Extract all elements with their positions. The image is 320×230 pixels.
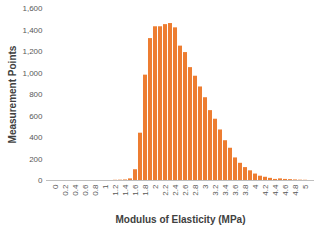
svg-text:0.2: 0.2	[61, 184, 70, 196]
svg-text:1,000: 1,000	[22, 69, 43, 78]
svg-text:3.8: 3.8	[241, 184, 250, 196]
svg-text:3.4: 3.4	[221, 184, 230, 196]
svg-text:1.6: 1.6	[131, 184, 140, 196]
svg-text:1.8: 1.8	[141, 184, 150, 196]
svg-text:2: 2	[151, 184, 160, 189]
svg-text:Measurement Points: Measurement Points	[7, 45, 18, 143]
svg-text:4: 4	[251, 184, 260, 189]
svg-text:3.2: 3.2	[211, 184, 220, 196]
svg-text:4.6: 4.6	[281, 184, 290, 196]
svg-text:1,200: 1,200	[22, 47, 43, 56]
svg-text:1: 1	[101, 184, 110, 189]
svg-text:600: 600	[29, 112, 43, 121]
svg-text:4.8: 4.8	[291, 184, 300, 196]
svg-text:0.4: 0.4	[71, 184, 80, 196]
svg-text:2.2: 2.2	[161, 184, 170, 196]
svg-text:2.6: 2.6	[181, 184, 190, 196]
svg-text:400: 400	[29, 133, 43, 142]
svg-text:1.4: 1.4	[121, 184, 130, 196]
svg-text:0: 0	[51, 184, 60, 189]
svg-text:0: 0	[38, 176, 43, 185]
svg-text:Modulus of Elasticity (MPa): Modulus of Elasticity (MPa)	[115, 214, 245, 225]
svg-text:2.4: 2.4	[171, 184, 180, 196]
svg-text:3.6: 3.6	[231, 184, 240, 196]
svg-text:3: 3	[201, 184, 210, 189]
svg-text:1.2: 1.2	[111, 184, 120, 196]
svg-text:1,400: 1,400	[22, 26, 43, 35]
svg-text:0.8: 0.8	[91, 184, 100, 196]
svg-text:0.6: 0.6	[81, 184, 90, 196]
svg-text:1,600: 1,600	[22, 4, 43, 13]
svg-text:200: 200	[29, 155, 43, 164]
svg-text:800: 800	[29, 90, 43, 99]
svg-text:2.8: 2.8	[191, 184, 200, 196]
svg-text:4.4: 4.4	[271, 184, 280, 196]
svg-text:4.2: 4.2	[261, 184, 270, 196]
svg-text:5: 5	[301, 184, 310, 189]
